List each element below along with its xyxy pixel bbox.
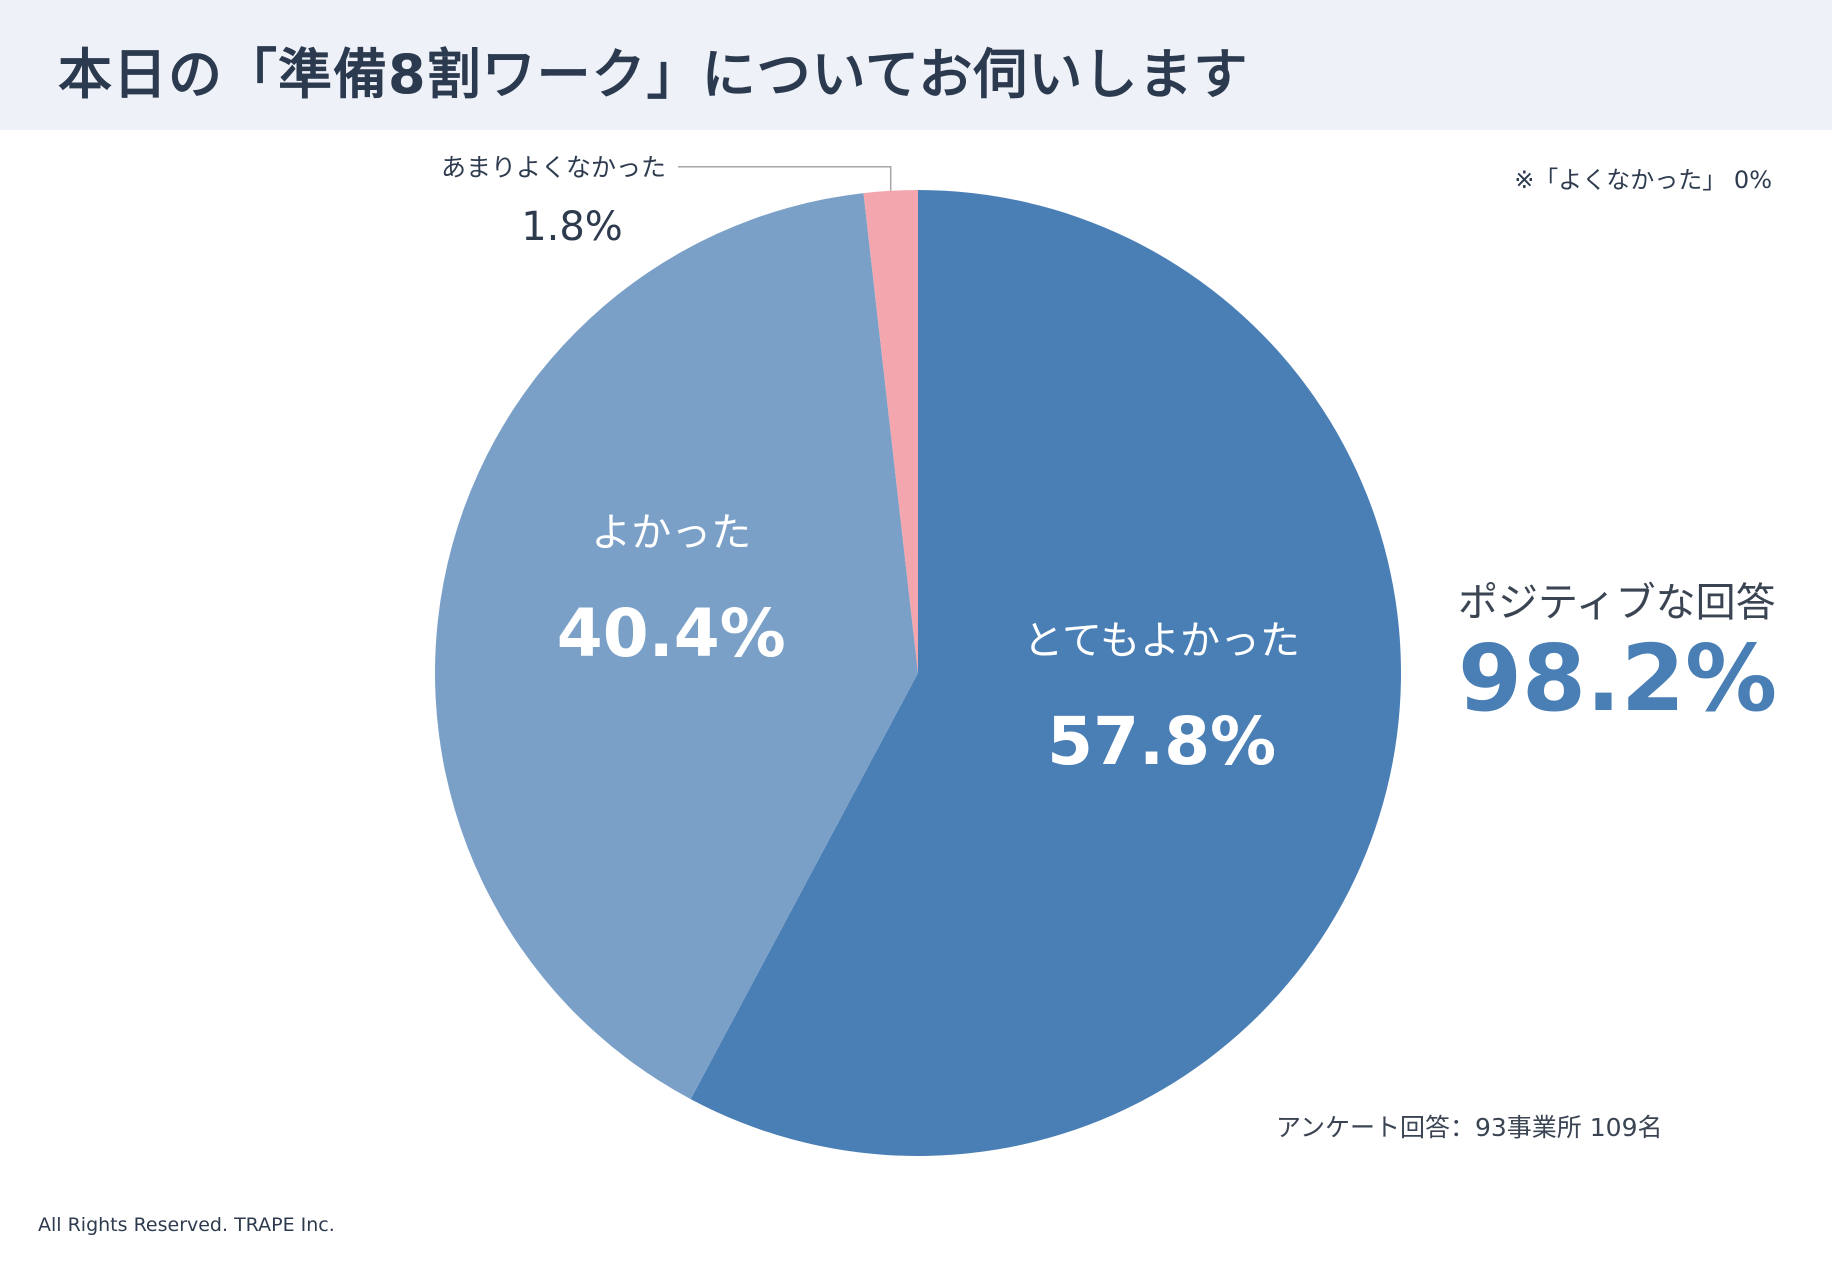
page-title: 本日の「準備8割ワーク」についてお伺いします	[58, 43, 1249, 106]
copyright-footer: All Rights Reserved. TRAPE Inc.	[38, 1214, 335, 1236]
slice-label-not-so-good: あまりよくなかった	[441, 153, 666, 182]
pie-slice-good	[435, 193, 918, 1100]
pie-slice-very-good	[690, 190, 1401, 1156]
positive-summary: ポジティブな回答 98.2%	[1458, 570, 1778, 732]
pie-slice-not-so-good	[863, 190, 918, 673]
slice-value-not-so-good: 1.8%	[521, 204, 623, 250]
leader-line	[678, 166, 892, 191]
header-bar: 本日の「準備8割ワーク」についてお伺いします	[0, 0, 1832, 130]
slice-label-very-good: とてもよかった	[1023, 618, 1300, 664]
positive-summary-value: 98.2%	[1458, 625, 1778, 732]
survey-respondents-note: アンケート回答：93事業所 109名	[1276, 1113, 1663, 1142]
slice-value-very-good: 57.8%	[1047, 703, 1276, 780]
positive-summary-label: ポジティブな回答	[1458, 580, 1776, 626]
slice-value-good: 40.4%	[557, 595, 786, 672]
zero-percent-note: ※「よくなかった」 0%	[1514, 166, 1772, 194]
pie-slices	[435, 190, 1401, 1156]
slice-label-good: よかった	[591, 510, 751, 556]
